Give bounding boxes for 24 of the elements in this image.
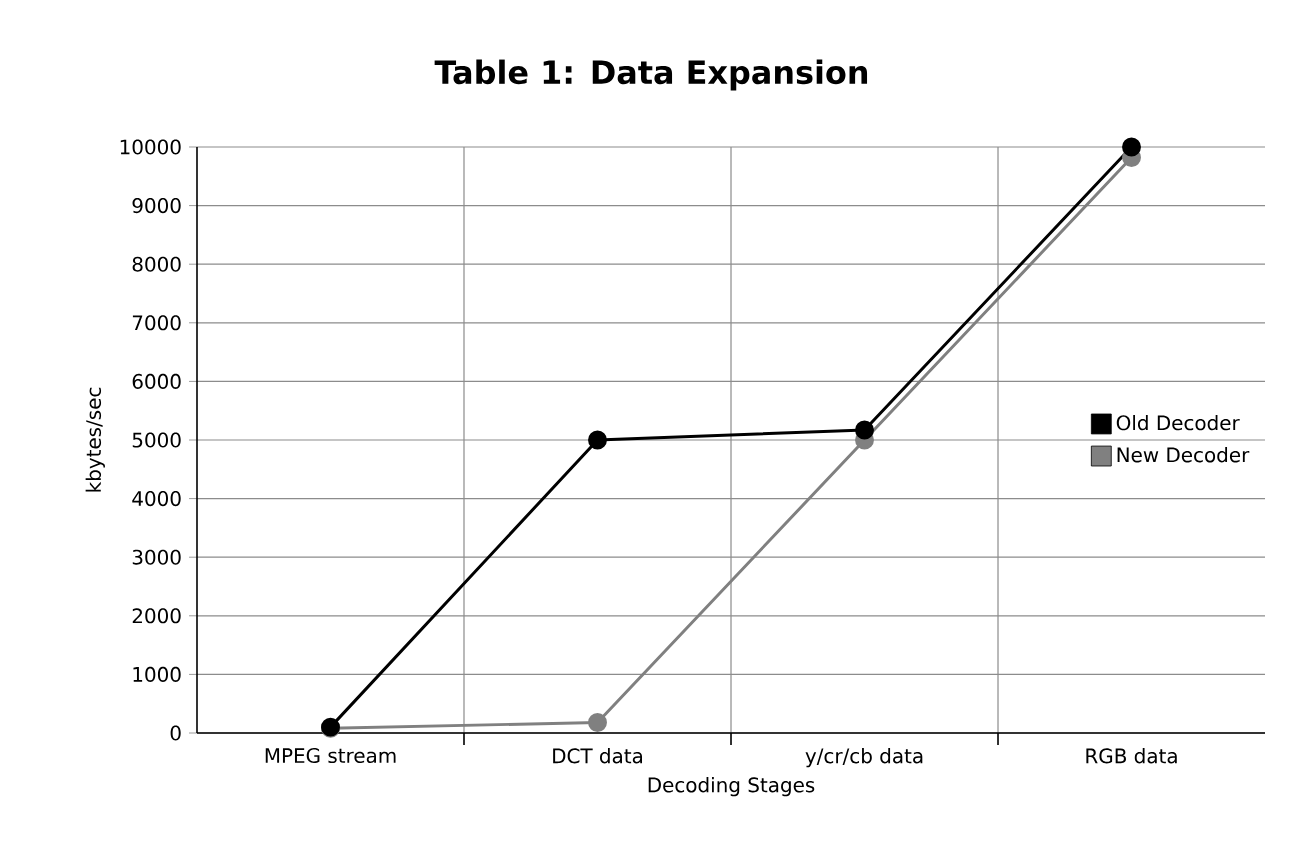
point [588, 430, 607, 450]
y-tick-label: 0 [170, 725, 181, 741]
x-axis-title: Decoding Stages [648, 776, 815, 797]
legend-label: New Decoder [1117, 446, 1250, 463]
x-tick-label: DCT data [553, 747, 643, 764]
point [1122, 137, 1141, 157]
y-tick-label: 9000 [132, 198, 181, 214]
chart-title: Table 1: Data Expansion [434, 59, 868, 91]
y-tick-label: 7000 [132, 315, 181, 331]
y-tick-label: 5000 [132, 432, 181, 448]
x-tick-label: RGB data [1086, 747, 1177, 764]
y-tick-label: 10000 [120, 139, 181, 155]
legend-label: Old Decoder [1116, 414, 1240, 431]
point [588, 712, 607, 732]
x-tick-label: y/cr/cb data [805, 747, 923, 768]
y-tick-label: 3000 [132, 549, 181, 565]
y-axis-title: kbytes/sec [85, 387, 105, 492]
x-tick-label: MPEG stream [265, 747, 396, 764]
y-tick-label: 6000 [132, 373, 181, 389]
point [855, 420, 874, 440]
y-tick-label: 2000 [132, 608, 181, 624]
y-tick-label: 4000 [132, 491, 181, 507]
y-tick-label: 8000 [132, 256, 181, 272]
y-tick-label: 1000 [133, 666, 181, 682]
